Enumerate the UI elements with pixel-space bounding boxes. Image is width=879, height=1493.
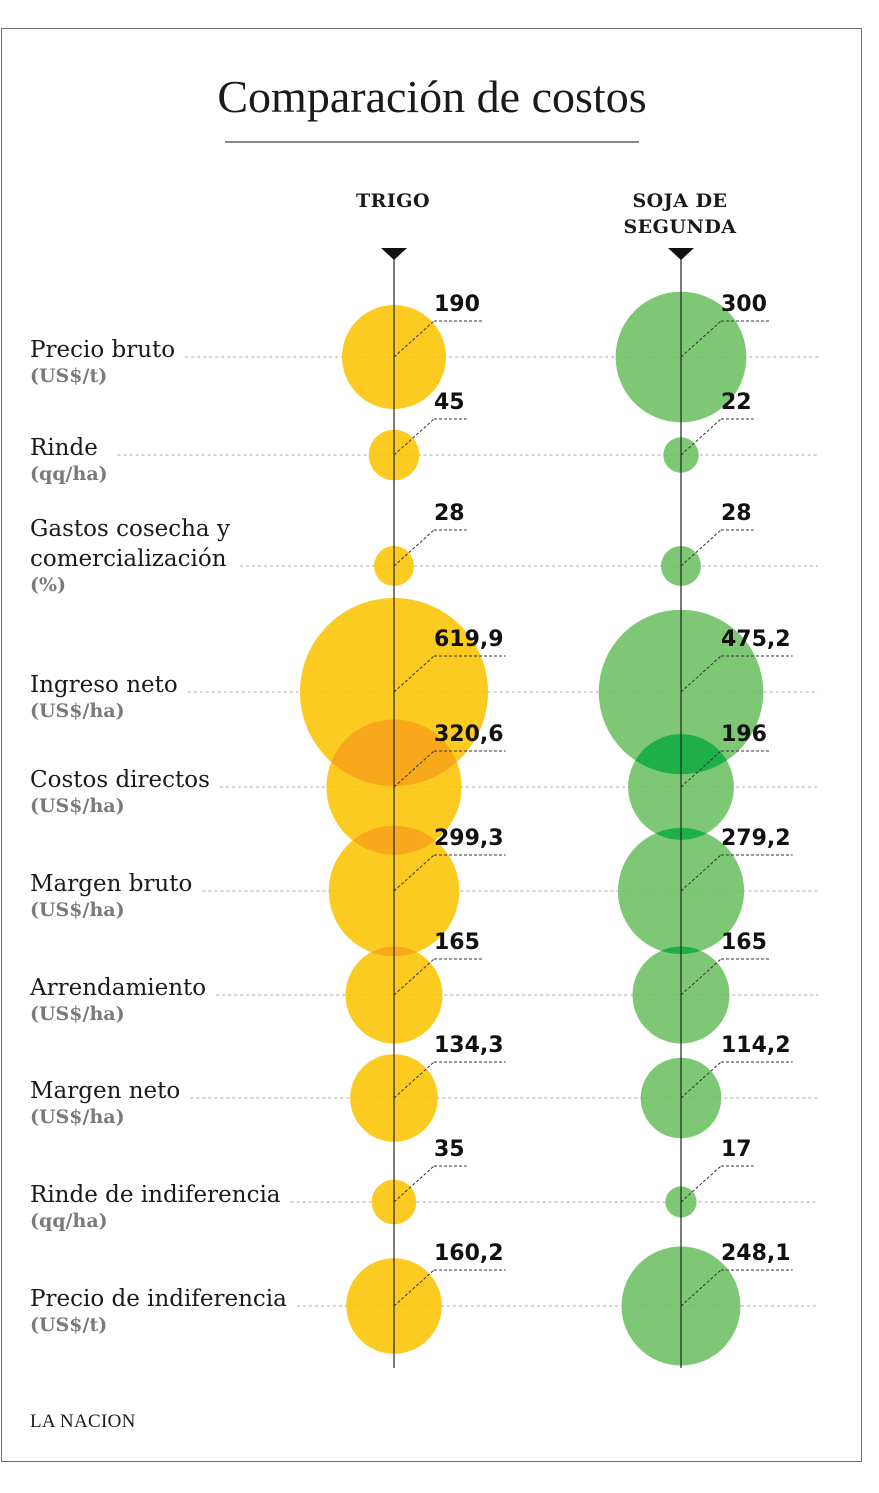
value-leaders: 190 45 28 619,9 320,6 299,3 165 134,3 35 160,2 300… bbox=[393, 292, 793, 1307]
row-label: Rinde (qq/ha) bbox=[30, 433, 108, 485]
row-unit: (qq/ha) bbox=[30, 1210, 108, 1232]
row-label-text: Rinde bbox=[30, 435, 98, 461]
row-unit: (US$/ha) bbox=[30, 795, 125, 817]
value-leader bbox=[393, 1165, 435, 1203]
value-label: 114,2 bbox=[721, 1033, 791, 1058]
value-leader bbox=[680, 655, 722, 693]
value-leader bbox=[680, 529, 722, 567]
row-unit: (US$/t) bbox=[30, 365, 108, 387]
column-marker bbox=[668, 248, 694, 260]
row-label-text: Rinde de indiferencia bbox=[30, 1182, 281, 1208]
bubble-overlap bbox=[628, 734, 734, 775]
value-label: 299,3 bbox=[434, 826, 504, 851]
value-leader bbox=[393, 655, 435, 693]
row-label: Precio bruto (US$/t) bbox=[30, 335, 175, 387]
value-leader bbox=[680, 1165, 722, 1203]
value-label: 134,3 bbox=[434, 1033, 504, 1058]
value-label: 35 bbox=[434, 1137, 465, 1162]
value-leader bbox=[393, 750, 435, 788]
row-label-text: Margen neto bbox=[30, 1078, 181, 1104]
chart-frame bbox=[1, 28, 862, 1462]
column-marker bbox=[381, 248, 407, 260]
bubble-overlap bbox=[326, 719, 462, 786]
title-divider bbox=[225, 141, 639, 143]
value-label: 619,9 bbox=[434, 627, 504, 652]
value-leader bbox=[393, 854, 435, 892]
value-leader bbox=[393, 418, 435, 456]
value-label: 28 bbox=[721, 501, 752, 526]
value-label: 190 bbox=[434, 292, 480, 317]
row-label-text: Gastos cosecha y bbox=[30, 516, 230, 542]
row-label: Rinde de indiferencia (qq/ha) bbox=[30, 1180, 281, 1232]
row-unit: (US$/t) bbox=[30, 1314, 108, 1336]
value-leader bbox=[680, 320, 722, 358]
column-header-soja: SOJA DE SEGUNDA bbox=[600, 188, 760, 240]
value-label: 279,2 bbox=[721, 826, 791, 851]
value-leader bbox=[393, 1061, 435, 1099]
row-label: Margen bruto (US$/ha) bbox=[30, 869, 192, 921]
value-label: 17 bbox=[721, 1137, 752, 1162]
value-label: 248,1 bbox=[721, 1241, 791, 1266]
row-label-text: comercialización bbox=[30, 546, 227, 572]
value-label: 196 bbox=[721, 722, 767, 747]
chart-title: Comparación de costos bbox=[217, 71, 647, 122]
row-unit: (US$/ha) bbox=[30, 700, 125, 722]
value-leader bbox=[680, 418, 722, 456]
value-label: 22 bbox=[721, 390, 752, 415]
row-label: Arrendamiento (US$/ha) bbox=[30, 973, 206, 1025]
row-label-text: Precio bruto bbox=[30, 337, 176, 363]
value-leader bbox=[393, 529, 435, 567]
row-label: Gastos cosecha y comercialización (%) bbox=[30, 514, 230, 596]
value-leader bbox=[393, 1269, 435, 1307]
value-label: 320,6 bbox=[434, 722, 504, 747]
source-credit: LA NACION bbox=[30, 1411, 136, 1432]
value-label: 475,2 bbox=[721, 627, 791, 652]
value-leader bbox=[680, 854, 722, 892]
column-header-soja-line-2: SEGUNDA bbox=[623, 216, 737, 238]
row-label-text: Margen bruto bbox=[30, 871, 193, 897]
row-unit: (qq/ha) bbox=[30, 463, 108, 485]
column-header-trigo: TRIGO bbox=[355, 190, 431, 212]
value-label: 45 bbox=[434, 390, 465, 415]
value-leader bbox=[393, 320, 435, 358]
value-leader bbox=[393, 958, 435, 996]
value-leader bbox=[680, 1061, 722, 1099]
value-label: 165 bbox=[721, 930, 767, 955]
row-label-text: Precio de indiferencia bbox=[30, 1286, 287, 1312]
row-unit: (US$/ha) bbox=[30, 899, 125, 921]
row-label: Costos directos (US$/ha) bbox=[30, 765, 210, 817]
column-header-soja-line-1: SOJA DE bbox=[632, 190, 728, 212]
value-leader bbox=[680, 958, 722, 996]
row-unit: (US$/ha) bbox=[30, 1003, 125, 1025]
row-label: Precio de indiferencia (US$/t) bbox=[30, 1284, 287, 1336]
row-label: Margen neto (US$/ha) bbox=[30, 1076, 180, 1128]
value-label: 160,2 bbox=[434, 1241, 504, 1266]
value-label: 165 bbox=[434, 930, 480, 955]
value-leader bbox=[680, 1269, 722, 1307]
value-leader bbox=[680, 750, 722, 788]
row-label: Ingreso neto (US$/ha) bbox=[30, 670, 178, 722]
row-label-text: Costos directos bbox=[30, 767, 210, 793]
value-label: 300 bbox=[721, 292, 767, 317]
row-label-text: Ingreso neto bbox=[30, 672, 178, 698]
row-unit: (US$/ha) bbox=[30, 1106, 125, 1128]
column-axes bbox=[381, 248, 694, 1368]
value-label: 28 bbox=[434, 501, 465, 526]
row-label-text: Arrendamiento bbox=[30, 975, 207, 1001]
row-unit: (%) bbox=[30, 574, 67, 596]
